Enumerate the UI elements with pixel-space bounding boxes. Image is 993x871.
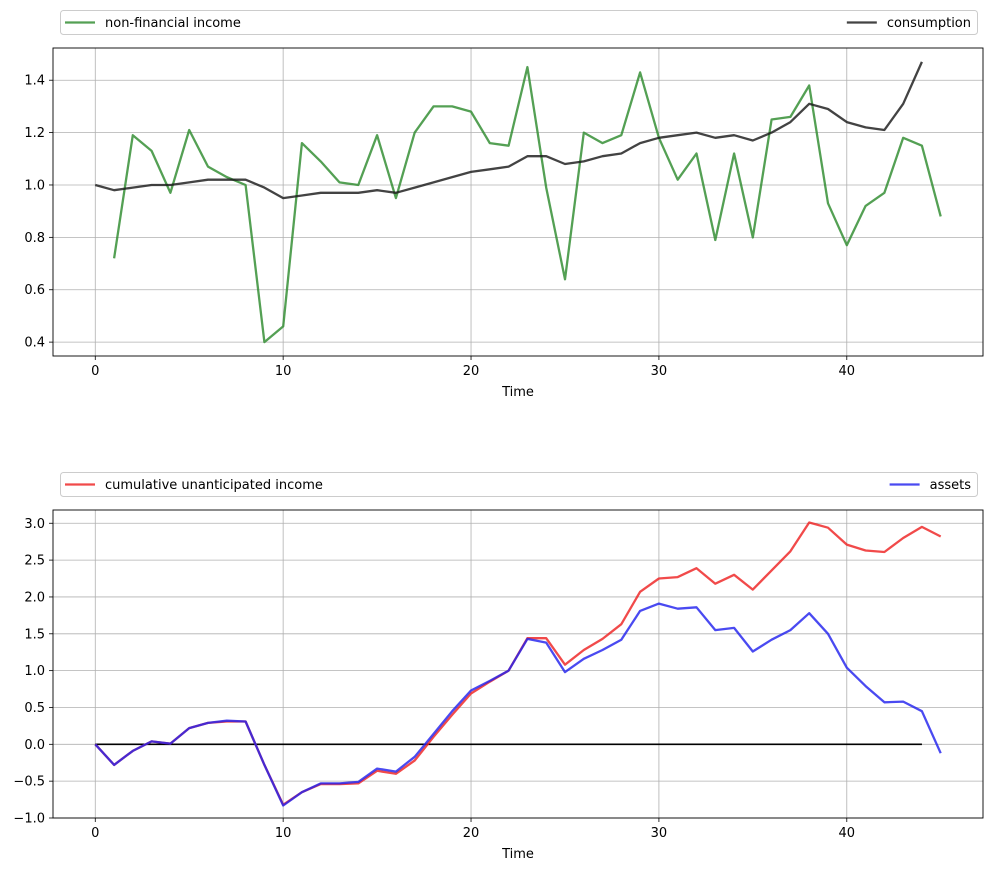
y-tick-label: −0.5 bbox=[13, 775, 45, 790]
series-line-2 bbox=[94, 61, 923, 200]
series-line-2 bbox=[94, 602, 942, 807]
y-tick-label: 0.8 bbox=[24, 231, 45, 246]
legend-box bbox=[60, 10, 978, 35]
y-tick-label: 2.0 bbox=[24, 590, 45, 605]
legend-box bbox=[60, 472, 978, 497]
x-tick-label: 30 bbox=[651, 364, 668, 379]
chart-2: 0 10 20 30 40 −1.0 −0.5 0.0 0.5 1.0 1.5 2.0 2.5 3.0 Ti… bbox=[13, 472, 984, 862]
x-tick-label: 40 bbox=[839, 826, 856, 841]
x-tick-label: 0 bbox=[91, 364, 99, 379]
legend: cumulative unanticipated income assets bbox=[60, 472, 978, 497]
x-tick-label: 10 bbox=[275, 826, 292, 841]
y-tick-label: 3.0 bbox=[24, 517, 45, 532]
legend-label: assets bbox=[930, 478, 972, 493]
x-axis-label: Time bbox=[501, 385, 534, 400]
legend-label: non-financial income bbox=[105, 16, 241, 31]
y-tick-label: 1.2 bbox=[24, 126, 45, 141]
y-tick-label: 0.6 bbox=[24, 283, 45, 298]
series-line-1 bbox=[94, 521, 942, 806]
chart-1: 0 10 20 30 40 0.4 0.6 0.8 1.0 1.2 1.4 Time non-finan… bbox=[24, 10, 984, 400]
x-tick-label: 40 bbox=[839, 364, 856, 379]
axes-frame bbox=[52, 509, 984, 819]
y-tick-label: 2.5 bbox=[24, 554, 45, 569]
y-tick-label: 0.0 bbox=[24, 738, 45, 753]
x-tick-label: 30 bbox=[651, 826, 668, 841]
x-tick-label: 10 bbox=[275, 364, 292, 379]
x-axis-label: Time bbox=[501, 847, 534, 862]
x-tick-label: 20 bbox=[463, 364, 480, 379]
y-tick-label: −1.0 bbox=[13, 812, 45, 827]
axes-frame bbox=[52, 47, 984, 357]
legend-label: cumulative unanticipated income bbox=[105, 478, 323, 493]
legend: non-financial income consumption bbox=[60, 10, 978, 35]
y-tick-label: 1.4 bbox=[24, 74, 45, 89]
y-tick-label: 0.4 bbox=[24, 336, 45, 351]
y-tick-label: 1.0 bbox=[24, 664, 45, 679]
y-tick-label: 1.5 bbox=[24, 627, 45, 642]
y-tick-label: 0.5 bbox=[24, 701, 45, 716]
legend-label: consumption bbox=[887, 16, 971, 31]
y-tick-label: 1.0 bbox=[24, 178, 45, 193]
series-line-1 bbox=[112, 65, 942, 344]
x-tick-label: 0 bbox=[91, 826, 99, 841]
x-tick-label: 20 bbox=[463, 826, 480, 841]
